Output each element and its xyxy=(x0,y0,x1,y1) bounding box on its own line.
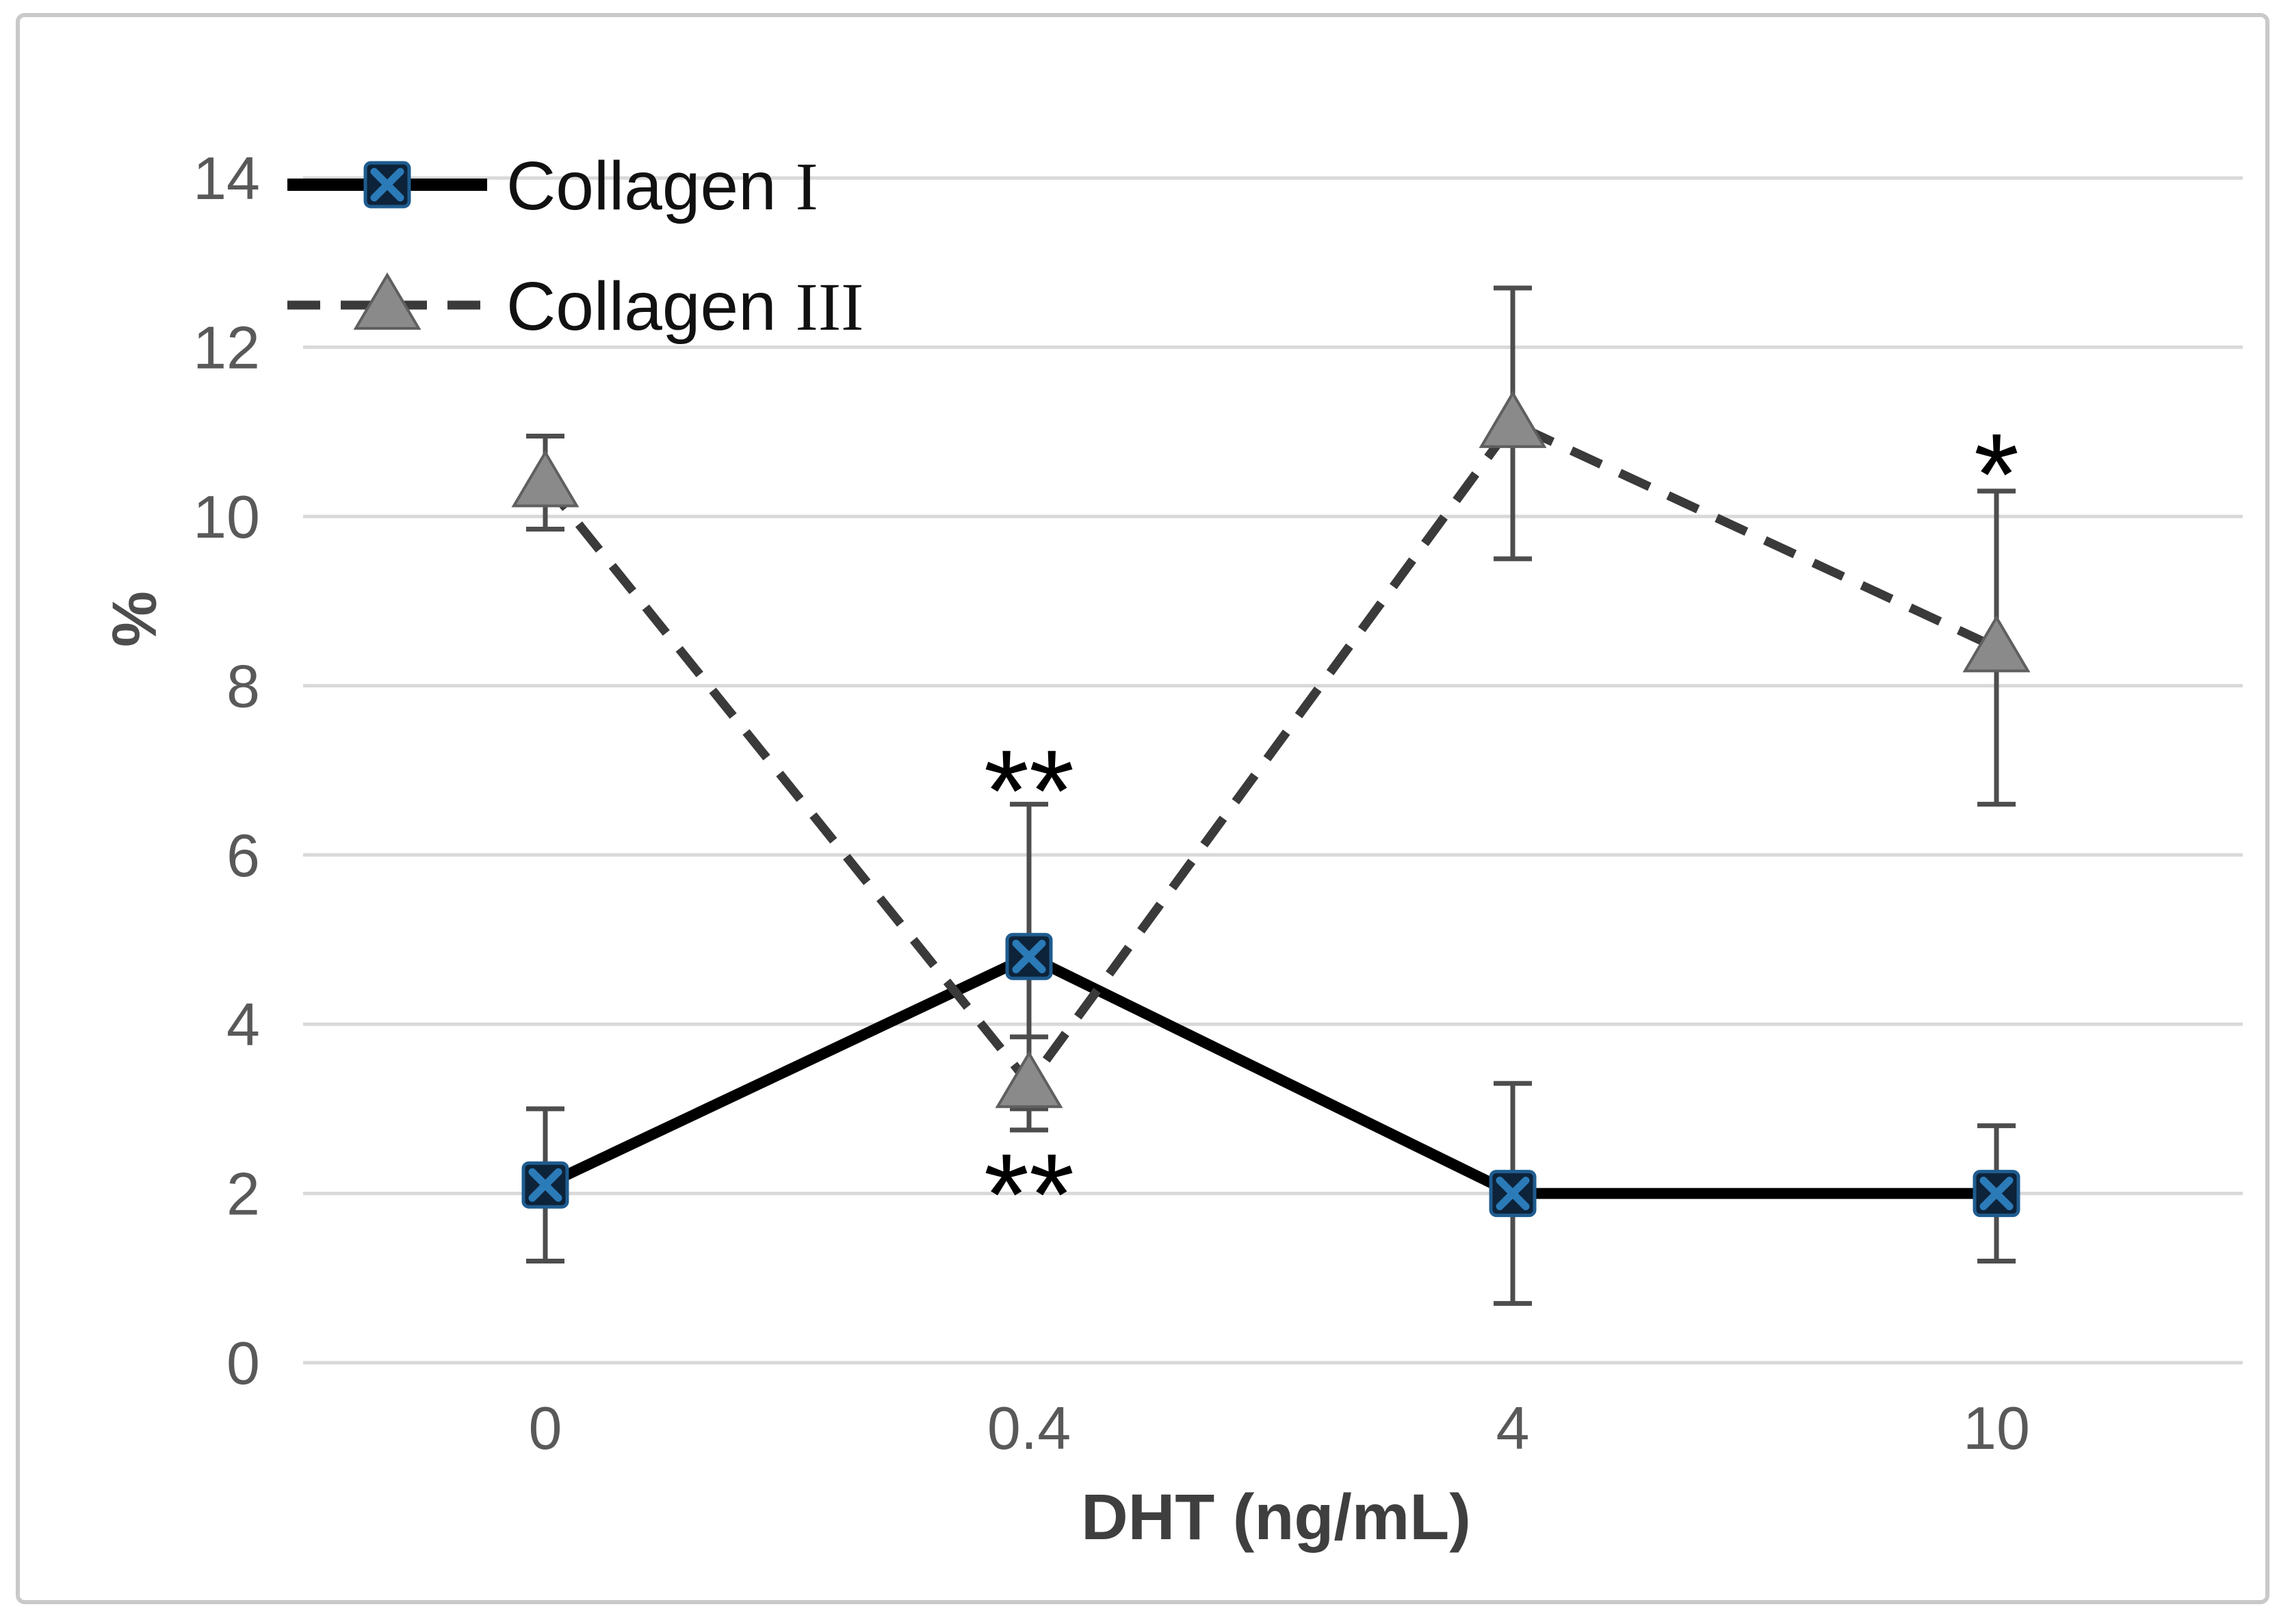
y-tick-label-6: 6 xyxy=(226,822,260,889)
legend-item-collagen-i: Collagen I xyxy=(287,148,818,224)
figure-border xyxy=(16,13,2269,1604)
data-point-marker-square-x xyxy=(521,1161,569,1209)
y-tick-label-4: 4 xyxy=(226,991,260,1058)
y-tick-label-0: 0 xyxy=(226,1329,260,1397)
data-point-marker-triangle xyxy=(353,272,421,330)
marker-x-stroke xyxy=(528,1168,562,1202)
y-axis-title: % xyxy=(100,591,170,647)
data-point-marker-square-x xyxy=(363,161,411,209)
significance-annotation-2: * xyxy=(1974,410,2019,540)
data-point-marker-triangle xyxy=(995,1050,1063,1108)
series-line-collagen-i xyxy=(543,950,1996,1199)
significance-annotations: ***** xyxy=(984,410,2019,1260)
y-axis-tick-labels: 0 2 4 6 8 10 12 14 xyxy=(193,144,260,1397)
series-markers xyxy=(511,390,2031,1218)
x-tick-label-10: 10 xyxy=(1963,1394,2030,1462)
legend-label: Collagen I xyxy=(506,148,818,224)
y-tick-label-14: 14 xyxy=(193,144,260,212)
legend: Collagen I Collagen III xyxy=(287,148,863,345)
x-tick-label-4: 4 xyxy=(1496,1394,1530,1462)
legend-item-collagen-iii: Collagen III xyxy=(287,268,863,345)
x-tick-label-0.4: 0.4 xyxy=(987,1394,1071,1462)
significance-annotation-0: ** xyxy=(984,726,1074,856)
legend-label: Collagen III xyxy=(506,268,863,345)
data-point-marker-triangle xyxy=(511,449,580,508)
data-point-marker-square-x xyxy=(1973,1170,2020,1218)
y-tick-label-12: 12 xyxy=(193,314,260,382)
y-tick-label-10: 10 xyxy=(193,483,260,551)
x-axis-tick-labels: 0 0.4 4 10 xyxy=(529,1394,2030,1462)
x-tick-label-0: 0 xyxy=(529,1394,562,1462)
data-point-marker-square-x xyxy=(1489,1170,1537,1218)
x-axis-title: DHT (ng/mL) xyxy=(1081,1481,1471,1554)
significance-annotation-1: ** xyxy=(984,1130,1074,1260)
series-lines xyxy=(541,417,1999,1199)
y-tick-label-2: 2 xyxy=(226,1160,260,1228)
data-point-marker-square-x xyxy=(1005,932,1053,980)
data-point-marker-triangle xyxy=(1962,614,2031,672)
data-point-marker-triangle xyxy=(1479,390,1547,448)
marker-x-stroke xyxy=(370,168,404,202)
marker-x-stroke xyxy=(1012,939,1046,973)
marker-x-stroke xyxy=(1979,1177,2014,1211)
series-line-collagen-iii xyxy=(541,417,1999,1091)
y-tick-label-8: 8 xyxy=(226,652,260,720)
marker-x-stroke xyxy=(1496,1177,1530,1211)
